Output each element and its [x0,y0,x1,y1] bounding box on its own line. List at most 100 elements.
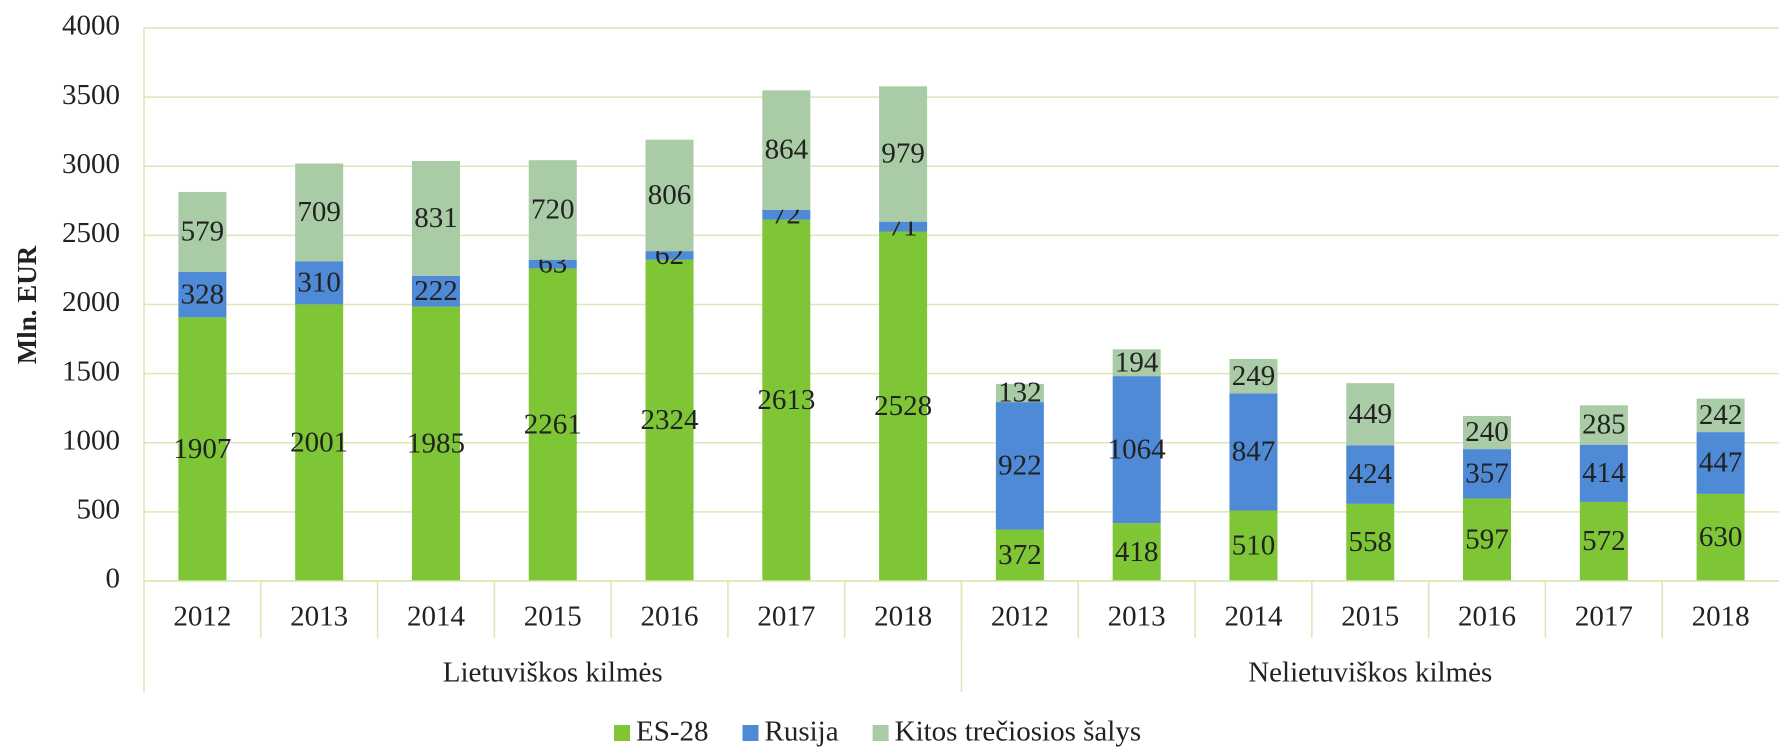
bar-segment [528,268,577,581]
bar-segment [879,221,928,232]
bar-segment [762,209,811,220]
x-tick-label: 2018 [1692,601,1750,633]
bar-segment [528,259,577,269]
legend-label: ES-28 [636,716,709,748]
data-label: 449 [1349,398,1393,430]
bar-segment [1229,510,1278,581]
bar-segment [295,304,344,581]
data-label: 1985 [407,427,465,459]
data-label: 132 [998,377,1042,409]
x-tick-label: 2013 [1108,601,1166,633]
bar-segment [528,160,577,260]
bar-segment [1229,358,1278,394]
data-label: 447 [1699,447,1743,479]
legend-label: Rusija [765,716,839,748]
bar-segment [645,259,694,581]
data-label: 285 [1582,409,1626,441]
data-label: 2001 [290,426,348,458]
data-label: 864 [765,134,809,166]
data-label: 249 [1232,360,1276,392]
bar-segment [1112,523,1161,581]
data-label: 2261 [524,408,582,440]
bar-segment [762,219,811,581]
bar-segment [1463,498,1512,581]
data-label: 2613 [757,384,815,416]
x-tick-label: 2016 [1458,601,1516,633]
y-tick-label: 2000 [62,286,120,318]
data-label: 720 [531,194,575,226]
x-tick-label: 2012 [173,601,231,633]
bar-segment [295,163,344,262]
x-tick-label: 2012 [991,601,1049,633]
y-tick-label: 1500 [62,355,120,387]
bar-segment [411,275,460,307]
y-tick-label: 4000 [62,10,120,42]
y-tick-label: 2500 [62,217,120,249]
x-tick-label: 2015 [1341,601,1399,633]
bar-segment [1229,393,1278,511]
bar-segment [879,86,928,222]
x-tick-label: 2018 [874,601,932,633]
data-label: 979 [881,138,925,170]
bar-segment [1696,493,1745,581]
bar-segment [1112,349,1161,377]
data-label: 558 [1349,526,1393,558]
data-label: 630 [1699,521,1743,553]
x-tick-label: 2016 [641,601,699,633]
y-tick-label: 3000 [62,148,120,180]
data-label: 194 [1115,346,1159,378]
data-label: 2528 [874,390,932,422]
data-label: 510 [1232,529,1276,561]
bar-segment [1112,376,1161,524]
data-label: 1064 [1108,433,1167,465]
data-label: 414 [1582,457,1626,489]
data-label: 372 [998,539,1042,571]
data-label: 424 [1349,458,1393,490]
data-label: 597 [1465,523,1509,555]
bar-segment [1579,405,1628,445]
bar-segment [1696,398,1745,433]
legend-swatch [872,725,889,741]
bar-segment [411,160,460,276]
bar-segment [1463,415,1512,450]
x-tick-label: 2017 [757,601,815,633]
legend-swatch [742,725,759,741]
x-tick-label: 2014 [407,601,466,633]
y-axis-title: Mln. EUR [12,245,42,364]
data-label: 418 [1115,536,1159,568]
bar-segment [178,317,227,581]
y-tick-label: 0 [106,563,121,595]
data-label: 831 [414,202,458,234]
data-label: 222 [414,275,458,307]
bar-segment [1696,432,1745,494]
data-label: 1907 [173,433,231,465]
bar-segment [1346,445,1395,504]
x-tick-label: 2017 [1575,601,1633,633]
y-tick-label: 3500 [62,79,120,111]
bar-segment [879,231,928,581]
group-label: Nelietuviškos kilmės [1248,657,1492,689]
x-tick-label: 2014 [1224,601,1283,633]
bar-segment [1463,449,1512,499]
y-tick-label: 1000 [62,424,120,456]
data-label: 847 [1232,436,1276,468]
x-tick-label: 2013 [290,601,348,633]
data-label: 357 [1465,457,1509,489]
data-label: 806 [648,179,692,211]
data-label: 242 [1699,399,1743,431]
x-tick-label: 2015 [524,601,582,633]
bar-segment [411,306,460,581]
bar-segment [645,139,694,252]
data-label: 579 [181,216,225,248]
bar-segment [178,272,227,318]
data-label: 240 [1465,416,1509,448]
bar-segment [295,261,344,305]
bar-segment [1579,444,1628,502]
data-label: 572 [1582,525,1626,557]
bar-segment [762,90,811,210]
data-label: 328 [181,278,225,310]
y-tick-label: 500 [77,494,121,526]
legend-label: Kitos trečiosios šalys [895,716,1142,748]
bar-segment [1346,503,1395,581]
